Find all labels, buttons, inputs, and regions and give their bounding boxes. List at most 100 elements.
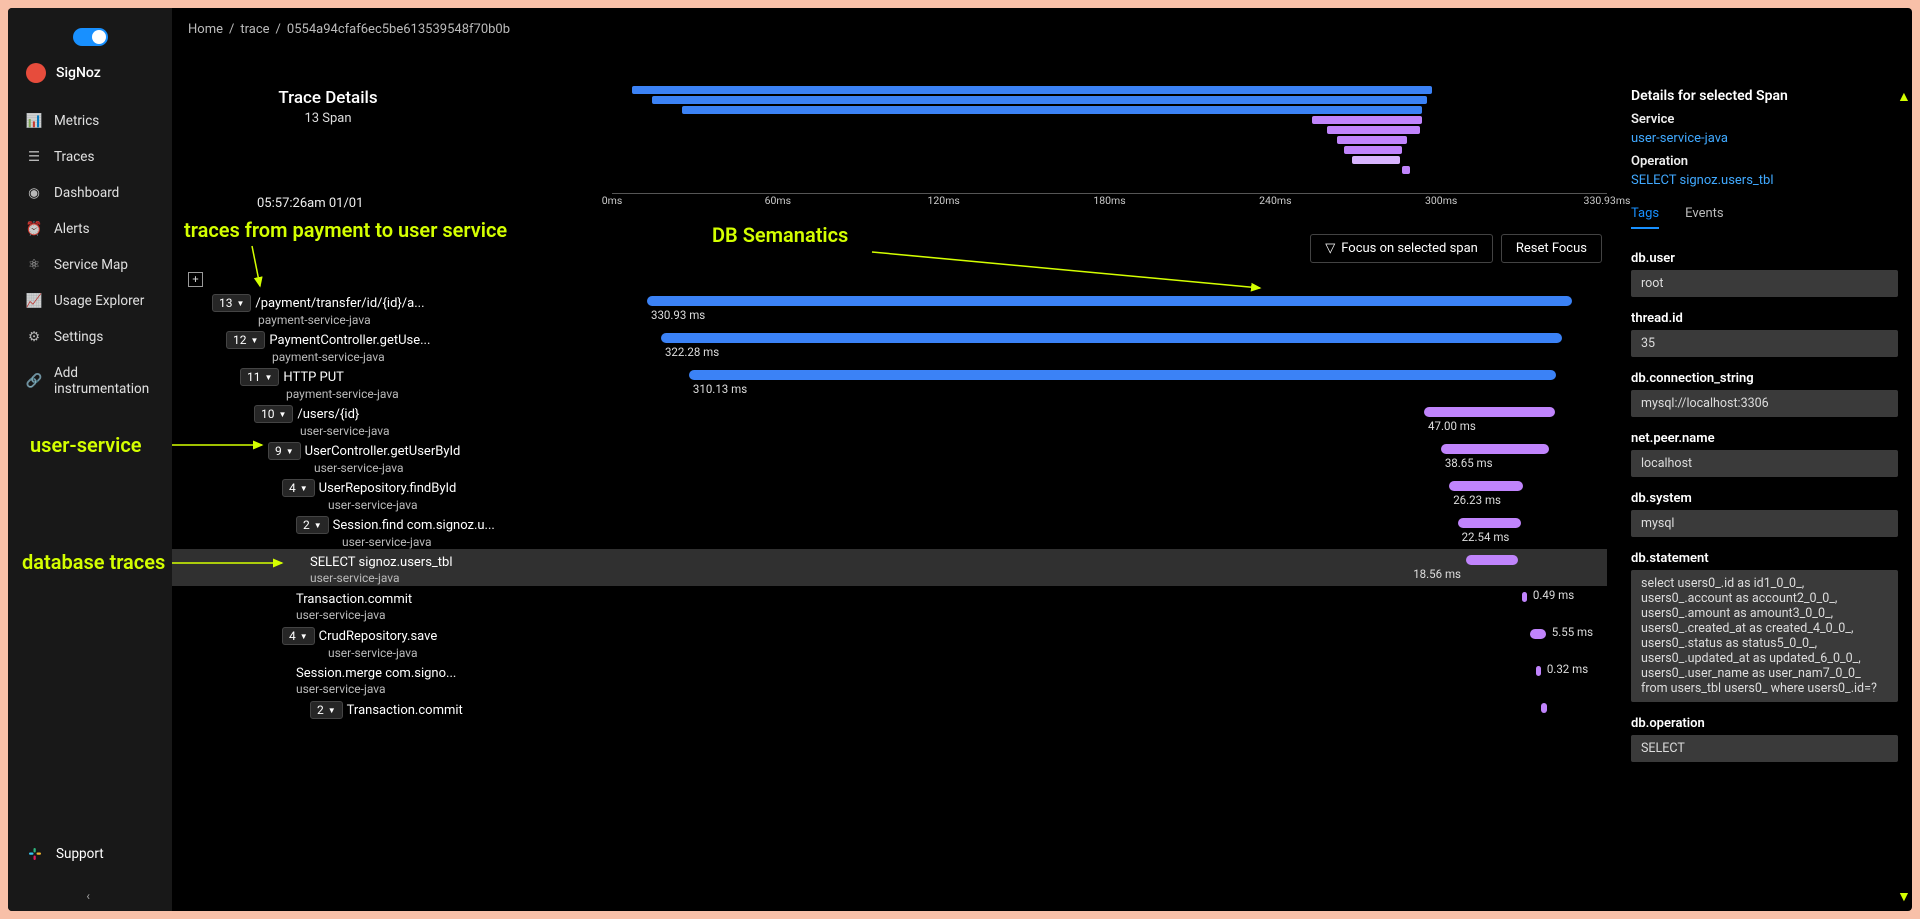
span-operation: PaymentController.getUse... [269, 333, 430, 348]
span-row[interactable]: 12 ▼ PaymentController.getUse... payment-… [172, 327, 1607, 364]
tag-key: db.operation [1631, 716, 1898, 731]
span-count-badge[interactable]: 13 ▼ [212, 294, 251, 312]
span-row[interactable]: 4 ▼ CrudRepository.saveuser-service-java… [172, 623, 1607, 660]
theme-toggle[interactable] [73, 28, 108, 46]
span-count-badge[interactable]: 11 ▼ [240, 368, 279, 386]
tag-key: db.user [1631, 251, 1898, 266]
service-value[interactable]: user-service-java [1631, 131, 1898, 146]
details-panel: Details for selected Span Service user-s… [1617, 88, 1912, 911]
nav-alerts[interactable]: ⏰Alerts [8, 211, 172, 247]
gantt-bar[interactable] [1449, 481, 1522, 491]
nav-usage[interactable]: 📈Usage Explorer [8, 283, 172, 319]
span-service: user-service-java [296, 682, 456, 696]
nav-settings[interactable]: ⚙Settings [8, 319, 172, 355]
gantt-bar[interactable] [1441, 444, 1549, 454]
tag-value: mysql://localhost:3306 [1631, 390, 1898, 417]
gantt-bar[interactable] [1424, 407, 1555, 417]
span-service: user-service-java [310, 571, 453, 585]
span-row[interactable]: 4 ▼ UserRepository.findByIduser-service-… [172, 475, 1607, 512]
nav-traces[interactable]: ☰Traces [8, 139, 172, 175]
breadcrumb-trace[interactable]: trace [240, 22, 269, 37]
support-link[interactable]: Support [8, 835, 172, 873]
expand-all-button[interactable]: + [188, 272, 203, 287]
trace-timestamp: 05:57:26am 01/01 [257, 196, 363, 211]
slack-icon [26, 845, 44, 863]
span-operation: Transaction.commit [296, 592, 412, 607]
gantt-bar[interactable] [661, 333, 1562, 343]
chevron-down-icon: ▼ [265, 373, 273, 382]
span-operation: /payment/transfer/id/{id}/a... [255, 296, 424, 311]
span-row[interactable]: 2 ▼ Transaction.commit [172, 697, 1607, 734]
span-count-badge[interactable]: 4 ▼ [282, 479, 315, 497]
span-row[interactable]: 11 ▼ HTTP PUTpayment-service-java310.13 … [172, 364, 1607, 401]
gantt-bar[interactable] [689, 370, 1556, 380]
nav-label: Traces [54, 149, 94, 165]
chevron-down-icon: ▼ [251, 336, 259, 345]
span-duration: 47.00 ms [1428, 419, 1476, 433]
span-operation: Transaction.commit [347, 703, 463, 718]
gantt-bar[interactable] [1536, 666, 1541, 676]
span-row[interactable]: Transaction.commituser-service-java0.49 … [172, 586, 1607, 623]
chevron-down-icon: ▼ [300, 632, 308, 641]
nav-metrics[interactable]: 📊Metrics [8, 103, 172, 139]
dashboard-icon: ◉ [26, 185, 42, 201]
span-row[interactable]: 10 ▼ /users/{id}user-service-java47.00 m… [172, 401, 1607, 438]
span-count-badge[interactable]: 2 ▼ [296, 516, 329, 534]
span-service: payment-service-java [272, 350, 430, 364]
tag-value: root [1631, 270, 1898, 297]
breadcrumb-home[interactable]: Home [188, 22, 223, 37]
gear-icon: ⚙ [26, 329, 42, 345]
chevron-down-icon: ▼ [300, 484, 308, 493]
span-service: user-service-java [328, 646, 437, 660]
annotation-user-service: user-service [30, 433, 142, 457]
span-count-badge[interactable]: 2 ▼ [310, 701, 343, 719]
gantt-bar[interactable] [1530, 629, 1546, 639]
trace-title: Trace Details [188, 88, 468, 108]
sidebar-collapse[interactable]: ‹ [86, 889, 90, 903]
span-service: payment-service-java [286, 387, 399, 401]
focus-span-button[interactable]: ▽Focus on selected span [1310, 234, 1493, 263]
tab-tags[interactable]: Tags [1631, 206, 1659, 229]
logo[interactable]: SigNoz [8, 8, 172, 103]
span-row[interactable]: 13 ▼ /payment/transfer/id/{id}/a... payme… [172, 290, 1607, 327]
span-row[interactable]: Session.merge com.signo...user-service-j… [172, 660, 1607, 697]
tab-events[interactable]: Events [1685, 206, 1723, 229]
tag-key: net.peer.name [1631, 431, 1898, 446]
annotation-payment-traces: traces from payment to user service [184, 218, 507, 242]
brand-name: SigNoz [56, 65, 101, 81]
span-duration: 26.23 ms [1453, 493, 1501, 507]
span-row[interactable]: 2 ▼ Session.find com.signoz.u...user-ser… [172, 512, 1607, 549]
chevron-down-icon: ▼ [237, 299, 245, 308]
minimap[interactable] [632, 86, 1432, 176]
tag-value: 35 [1631, 330, 1898, 357]
chevron-down-icon: ▼ [314, 521, 322, 530]
nav-instrumentation[interactable]: 🔗Add instrumentation [8, 355, 172, 407]
nav-dashboard[interactable]: ◉Dashboard [8, 175, 172, 211]
gantt-bar[interactable] [1458, 518, 1521, 528]
nav-label: Usage Explorer [54, 293, 144, 309]
span-count-badge[interactable]: 10 ▼ [254, 405, 293, 423]
span-row[interactable]: SELECT signoz.users_tbluser-service-java… [172, 549, 1607, 586]
tag-key: db.system [1631, 491, 1898, 506]
service-label: Service [1631, 112, 1898, 127]
span-service: payment-service-java [258, 313, 425, 327]
span-duration: 322.28 ms [665, 345, 719, 359]
gantt-bar[interactable] [1466, 555, 1518, 565]
nav-servicemap[interactable]: ⚛Service Map [8, 247, 172, 283]
tag-key: db.statement [1631, 551, 1898, 566]
span-count-badge[interactable]: 4 ▼ [282, 627, 315, 645]
gantt-bar[interactable] [647, 296, 1572, 306]
time-axis: 0ms60ms120ms180ms240ms300ms330.93ms [612, 193, 1607, 213]
reset-focus-button[interactable]: Reset Focus [1501, 234, 1602, 263]
span-duration: 0.32 ms [1547, 662, 1587, 676]
operation-value[interactable]: SELECT signoz.users_tbl [1631, 173, 1898, 188]
gantt-bar[interactable] [1541, 703, 1547, 713]
span-service: user-service-java [314, 461, 460, 475]
span-row[interactable]: 9 ▼ UserController.getUserByIduser-servi… [172, 438, 1607, 475]
span-count-badge[interactable]: 9 ▼ [268, 442, 301, 460]
tag-value: mysql [1631, 510, 1898, 537]
span-count-badge[interactable]: 12 ▼ [226, 331, 265, 349]
sidebar: SigNoz 📊Metrics ☰Traces ◉Dashboard ⏰Aler… [8, 8, 172, 911]
span-duration: 18.56 ms [1406, 567, 1461, 581]
gantt-bar[interactable] [1522, 592, 1527, 602]
